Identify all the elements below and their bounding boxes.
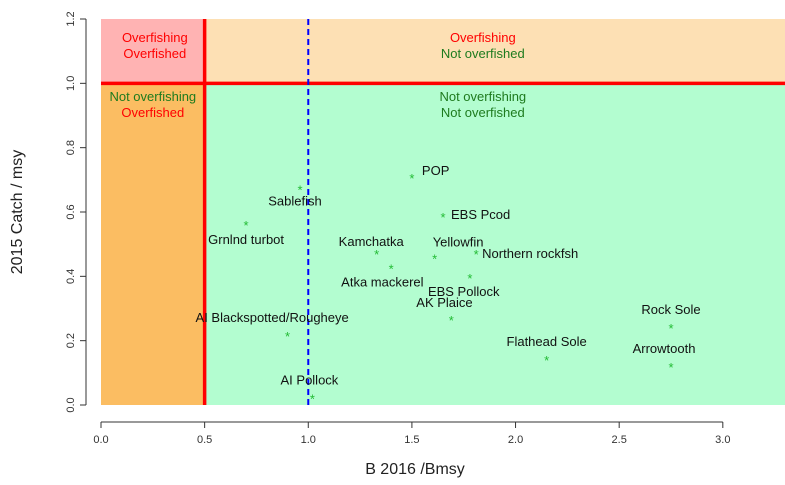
point-label: Grnlnd turbot (208, 232, 284, 247)
region-not-overfishing-not-overfished (204, 83, 785, 405)
point-label: Sablefish (268, 193, 321, 208)
data-points: *POP*Sablefish* EBS Pcod*Grnlnd turbot*Ka… (196, 163, 701, 406)
x-tick-label: 2.5 (612, 434, 627, 446)
point-label: EBS Pcod (451, 207, 510, 222)
region-overfishing-overfished-label-1: Overfishing (122, 30, 188, 45)
y-tick-label: 0.4 (65, 269, 77, 284)
x-tick-label: 3.0 (715, 434, 730, 446)
point-label: Yellowfin (433, 235, 484, 250)
y-tick-label: 0.6 (65, 204, 77, 219)
data-point: * (474, 247, 479, 262)
data-point: * (389, 261, 394, 276)
data-point: * (244, 218, 249, 233)
y-tick-label: 0.0 (65, 397, 77, 412)
data-point: * (668, 321, 673, 336)
data-point: * (440, 210, 445, 225)
axes: 0.0 0.5 1.0 1.5 2.0 2.5 3.0 0.0 0.2 0.4 0.6 0.8 1.0 1… (65, 11, 730, 446)
data-point: * (467, 271, 472, 286)
y-tick-label: 1.0 (65, 76, 77, 91)
x-axis-title: B 2016 /Bmsy (365, 461, 465, 478)
y-tick-label: 0.8 (65, 140, 77, 155)
data-point: * (432, 252, 437, 267)
x-tick-label: 2.0 (508, 434, 523, 446)
point-label: AI Pollock (281, 373, 339, 388)
region-overfishing-overfished (101, 19, 205, 84)
point-label: AK Plaice (416, 295, 472, 310)
point-label: Flathead Sole (507, 334, 587, 349)
x-tick-label: 0.5 (197, 434, 212, 446)
x-tick-label: 0.0 (93, 434, 108, 446)
point-label: Atka mackerel (341, 274, 423, 289)
data-point: * (374, 247, 379, 262)
quadrant-regions (101, 19, 785, 405)
data-point: * (409, 171, 414, 186)
x-tick-label: 1.0 (301, 434, 316, 446)
reference-lines (101, 19, 785, 405)
point-label: Arrowtooth (633, 341, 696, 356)
point-label: POP (422, 163, 449, 178)
region-overfishing-not-overfished-label-1: Overfishing (450, 30, 516, 45)
point-label: EBS Pollock (428, 284, 500, 299)
y-tick-label: 1.2 (65, 11, 77, 26)
data-point: * (449, 313, 454, 328)
data-point: * (668, 360, 673, 375)
data-point: * (285, 329, 290, 344)
point-label: Northern rockfsh (482, 246, 578, 261)
point-label: Kamchatka (339, 234, 405, 249)
data-point: * (544, 353, 549, 368)
region-overfishing-overfished-label-2: Overfished (123, 46, 186, 61)
point-label: AI Blackspotted/Rougheye (196, 310, 349, 325)
y-tick-label: 0.2 (65, 333, 77, 348)
data-point: * (310, 392, 315, 407)
region-overfishing-not-overfished-label-2: Not overfished (441, 46, 525, 61)
point-label: Rock Sole (641, 302, 700, 317)
region-not-overfishing-overfished-label-1: Not overfishing (109, 89, 196, 104)
y-axis-title: 2015 Catch / msy (9, 150, 26, 275)
region-not-overfishing-not-overfished-label-2: Not overfished (441, 105, 525, 120)
data-point: * (297, 182, 302, 197)
x-tick-label: 1.5 (404, 434, 419, 446)
region-not-overfishing-not-overfished-label-1: Not overfishing (439, 89, 526, 104)
region-overfishing-not-overfished (204, 19, 785, 84)
region-not-overfishing-overfished-label-2: Overfished (121, 105, 184, 120)
region-not-overfishing-overfished (101, 83, 205, 405)
